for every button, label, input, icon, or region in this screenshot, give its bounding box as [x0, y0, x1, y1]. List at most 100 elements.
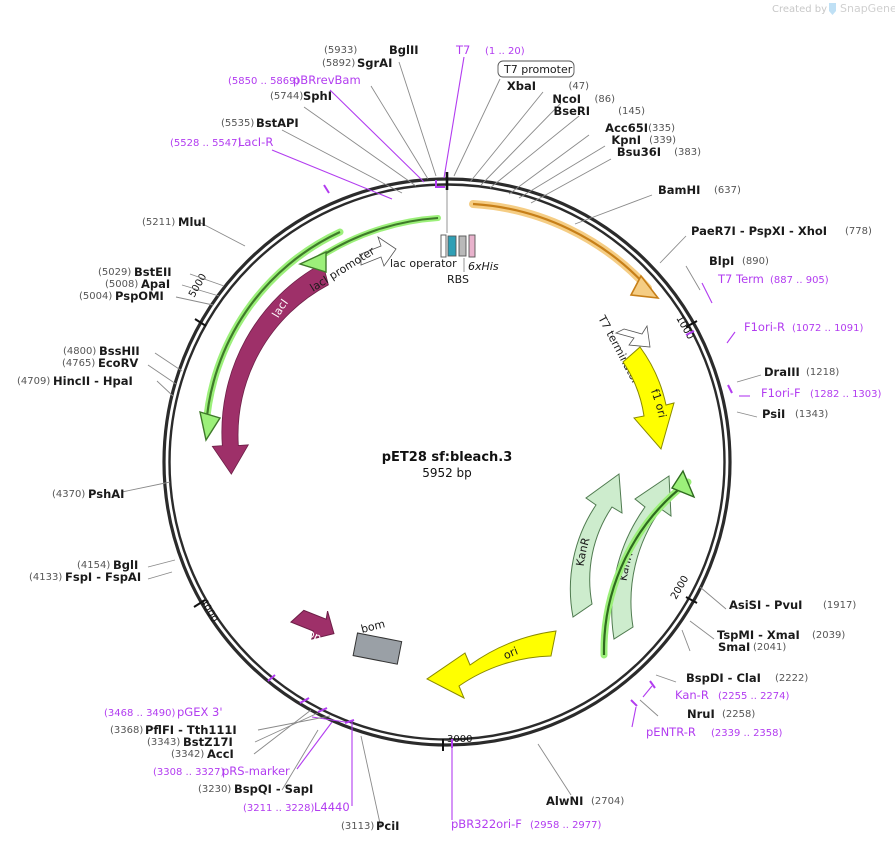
site-name-BlpI: BlpI: [709, 254, 734, 268]
site-pos: (5892): [322, 58, 355, 69]
feature-T7-promoter-box: T7 promoter: [453, 60, 575, 177]
site-pos: (2039): [812, 630, 845, 641]
site-pos: (47): [568, 81, 589, 92]
site-pos: (4370): [52, 489, 85, 500]
site-name-PshAI: PshAI: [88, 487, 124, 501]
site-group-left: (5211) MluI (5029) BstEII (5008) ApaI (5…: [17, 215, 206, 584]
site-name-Bsu36I: Bsu36I: [617, 145, 661, 159]
site-pos: (4133): [29, 572, 62, 583]
leader-lines: [121, 56, 762, 829]
brand-name: SnapGene: [840, 2, 895, 15]
site-name-XbaI: XbaI: [507, 79, 536, 93]
site-name-NruI: NruI: [687, 707, 715, 721]
primer-name-Kan-R: Kan-R: [675, 688, 709, 702]
primer-range: (2958 .. 2977): [530, 820, 602, 831]
site-pos: (145): [618, 106, 645, 117]
site-pos: (3342): [171, 749, 204, 760]
primer-name-F1ori-R: F1ori-R: [744, 320, 785, 334]
primer-range: (3468 .. 3490): [104, 708, 176, 719]
feature-lacI-outer-arrow: [199, 228, 344, 442]
primer-name-pGEX3: pGEX 3': [177, 705, 223, 719]
site-pos: (2041): [753, 642, 786, 653]
site-pos: (2258): [722, 709, 755, 720]
site-name-FspI: FspI - FspAI: [65, 570, 141, 584]
primer-name-pENTR-R: pENTR-R: [646, 725, 696, 739]
site-name-BstZ17I: BstZ17I: [183, 735, 233, 749]
site-name-BspQI: BspQI - SapI: [234, 782, 313, 796]
primer-range: (3308 .. 3327): [153, 767, 225, 778]
site-pos: (383): [674, 147, 701, 158]
site-pos: (5744): [270, 91, 303, 102]
feature-lacI-promoter-arrow: [298, 215, 441, 273]
site-group-top-right: XbaI (47) NcoI (86) BseRI (145) Acc65I (…: [507, 79, 701, 159]
site-name-KpnI: KpnI: [611, 133, 641, 147]
primer-range: (2339 .. 2358): [711, 728, 783, 739]
primer-name-pBR322ori-F: pBR322ori-F: [451, 817, 522, 831]
plasmid-size: 5952 bp: [422, 466, 472, 480]
site-name-BglII: BglII: [389, 43, 419, 57]
site-name-BssHII: BssHII: [99, 344, 140, 358]
primer-name-F1ori-F: F1ori-F: [761, 386, 801, 400]
site-name-ApaI: ApaI: [141, 277, 170, 291]
feature-bom: bom: [352, 617, 403, 665]
site-name-PaeR7I: PaeR7I - PspXI - XhoI: [691, 224, 827, 238]
site-name-NcoI: NcoI: [552, 92, 581, 106]
site-name-PflFI: PflFI - Tth111I: [145, 723, 237, 737]
site-pos: (5004): [79, 291, 112, 302]
primer-name-L4440: L4440: [314, 800, 350, 814]
plasmid-name: pET28 sf:bleach.3: [382, 450, 513, 465]
site-name-BglI: BglI: [113, 558, 138, 572]
site-pos: (335): [648, 123, 675, 134]
feature-lacI-promoter-box: [360, 236, 397, 267]
feature-f1-ori: f1 ori: [622, 346, 675, 451]
site-pos: (86): [594, 94, 615, 105]
site-pos: (5029): [98, 267, 131, 278]
tick-4000: 4000: [197, 597, 219, 625]
site-pos: (5008): [105, 279, 138, 290]
site-pos: (339): [649, 135, 676, 146]
feature-kan-span-arrow: [600, 469, 696, 659]
site-name-TspMI: TspMI - XmaI: [717, 628, 800, 642]
site-pos: (2222): [775, 673, 808, 684]
site-name-DraIII: DraIII: [764, 365, 800, 379]
brand-created-by: Created by: [772, 4, 827, 15]
site-pos: (3113): [341, 821, 374, 832]
site-name-Acc65I: Acc65I: [605, 121, 648, 135]
site-pos: (1218): [806, 367, 839, 378]
feature-lacI: lacI: [211, 262, 329, 475]
site-group-right: BamHI (637) PaeR7I - PspXI - XhoI (778) …: [658, 183, 882, 421]
site-name-HincII: HincII - HpaI: [53, 374, 133, 388]
feature-label-T7-promoter: T7 promoter: [503, 63, 573, 76]
site-pos: (1917): [823, 600, 856, 611]
site-name-AsiSI: AsiSI - PvuI: [729, 598, 802, 612]
feature-label-lac-operator: lac operator: [390, 257, 457, 270]
primer-marks: [267, 180, 733, 748]
site-pos: (4800): [63, 346, 96, 357]
primer-range: (5528 .. 5547): [170, 138, 242, 149]
primer-range: (2255 .. 2274): [718, 691, 790, 702]
primer-range: (1282 .. 1303): [810, 389, 882, 400]
primer-range: (3211 .. 3228): [243, 803, 315, 814]
feature-ori: ori: [426, 630, 557, 700]
primer-name-LacI-R: LacI-R: [238, 135, 273, 149]
site-name-BstAPI: BstAPI: [256, 116, 299, 130]
site-name-MluI: MluI: [178, 215, 206, 229]
snapgene-logo-icon: [829, 3, 836, 15]
feature-T7-terminator-box: [614, 324, 651, 348]
site-name-BamHI: BamHI: [658, 183, 700, 197]
primer-name-T7-Term: T7 Term: [717, 272, 764, 286]
site-name-EcoRV: EcoRV: [98, 356, 138, 370]
feature-KanR-1: KanR: [569, 473, 623, 618]
site-name-SgrAI: SgrAI: [357, 56, 392, 70]
site-pos: (778): [845, 226, 872, 237]
primer-range: (1 .. 20): [485, 46, 525, 57]
site-name-PsiI: PsiI: [762, 407, 785, 421]
site-pos: (4709): [17, 376, 50, 387]
feature-cds-orange-arrow: [469, 200, 660, 300]
site-name-SmaI: SmaI: [718, 640, 750, 654]
site-group-bottom-right: AsiSI - PvuI (1917) TspMI - XmaI (2039) …: [451, 598, 856, 831]
site-name-SphI: SphI: [303, 89, 332, 103]
site-group-top-left: (5933) BglII (5892) SgrAI (5850 .. 5869)…: [170, 43, 419, 149]
site-pos: (637): [714, 185, 741, 196]
